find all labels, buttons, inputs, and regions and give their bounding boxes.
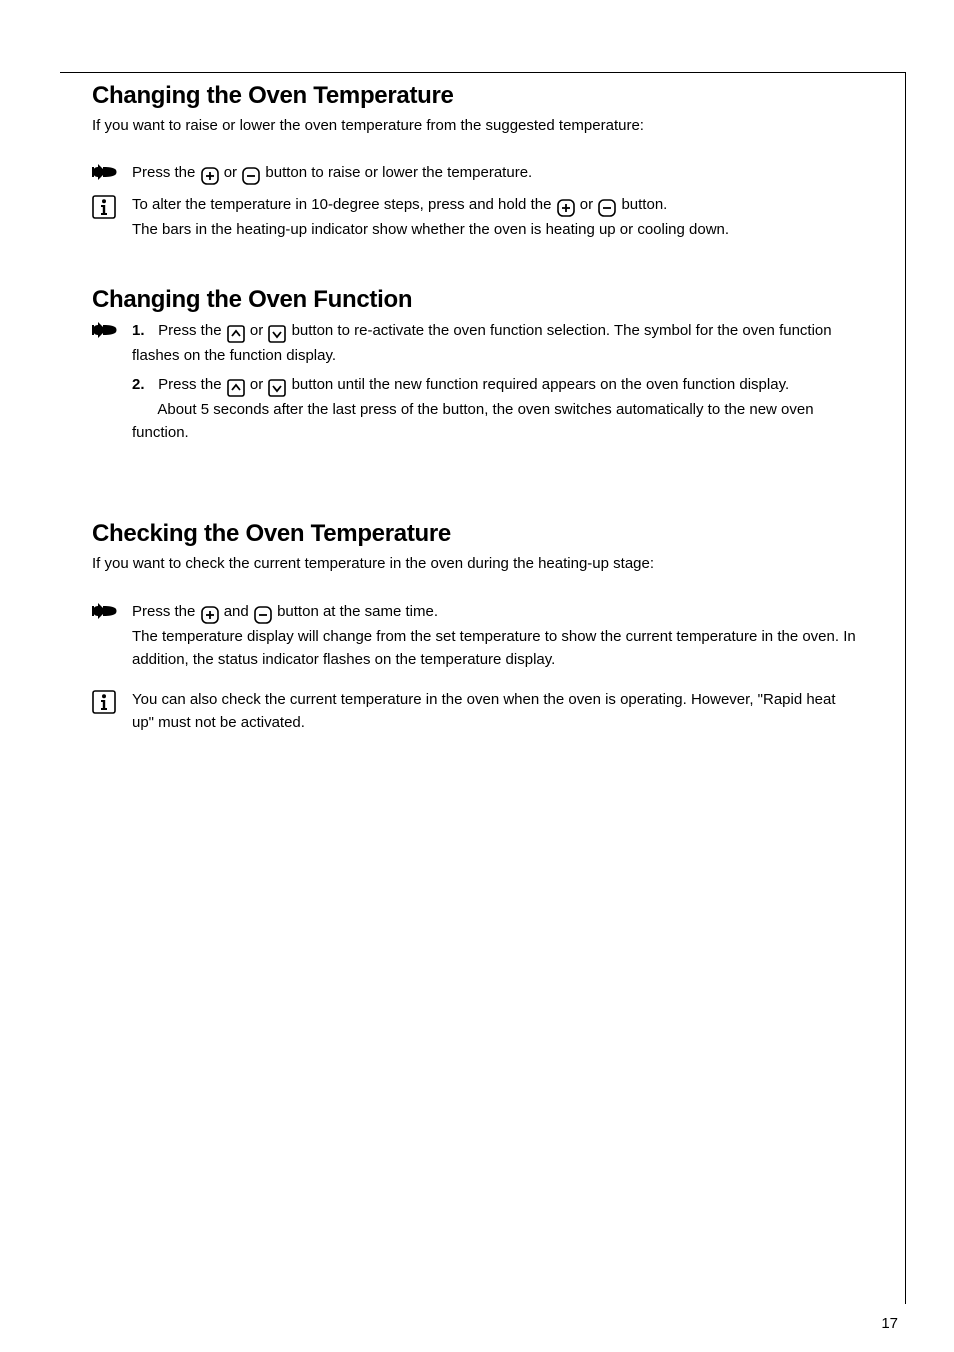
info-icon (92, 689, 132, 714)
text-part: or (250, 322, 268, 339)
text-part: or (224, 164, 242, 181)
hand-icon (92, 162, 132, 181)
minus-icon (254, 604, 272, 627)
step-change-temp-text: Press the or button to raise or lower th… (132, 162, 860, 188)
text-part: and (224, 603, 253, 620)
text-part: or (580, 196, 598, 213)
minus-icon (242, 165, 260, 188)
up-icon (227, 377, 245, 400)
info-change-temp: To alter the temperature in 10-degree st… (92, 194, 860, 242)
text-part: Press the (158, 376, 226, 393)
heading-change-temp: Changing the Oven Temperature (92, 82, 860, 110)
empty-bullet (92, 374, 132, 375)
hand-icon (92, 320, 132, 339)
text-part: The temperature display will change from… (132, 628, 856, 668)
down-icon (268, 377, 286, 400)
intro-check-temp: If you want to check the current tempera… (92, 554, 860, 574)
plus-icon (557, 197, 575, 220)
heading-check-temp: Checking the Oven Temperature (92, 520, 860, 548)
text-part: button at the same time. (277, 603, 438, 620)
plus-icon (201, 165, 219, 188)
step-number: 2. (132, 374, 154, 397)
step2-change-func: 2. Press the or button until the new fun… (92, 374, 860, 445)
info-icon (92, 194, 132, 219)
step-check-temp: Press the and button at the same time. T… (92, 601, 860, 672)
step-check-temp-text: Press the and button at the same time. T… (132, 601, 860, 672)
intro-change-temp: If you want to raise or lower the oven t… (92, 116, 860, 136)
text-part: About 5 seconds after the last press of … (132, 401, 814, 441)
up-icon (227, 323, 245, 346)
page-content: Changing the Oven Temperature If you wan… (64, 70, 890, 734)
minus-icon (598, 197, 616, 220)
step2-change-func-text: 2. Press the or button until the new fun… (132, 374, 860, 445)
info-check-temp-text: You can also check the current temperatu… (132, 689, 860, 734)
manual-page: Changing the Oven Temperature If you wan… (0, 0, 954, 1352)
text-part: The bars in the heating-up indicator sho… (132, 221, 729, 238)
text-part: or (250, 376, 268, 393)
text-part: button. (621, 196, 667, 213)
info-check-temp: You can also check the current temperatu… (92, 689, 860, 734)
text-part: Press the (132, 603, 200, 620)
text-part: button until the new function required a… (292, 376, 790, 393)
plus-icon (201, 604, 219, 627)
heading-change-func: Changing the Oven Function (92, 286, 860, 314)
text-part: button to raise or lower the temperature… (265, 164, 532, 181)
step-number: 1. (132, 320, 154, 343)
down-icon (268, 323, 286, 346)
info-change-temp-text: To alter the temperature in 10-degree st… (132, 194, 860, 242)
step1-change-func-text: 1. Press the or button to re-activate th… (132, 320, 860, 368)
page-number: 17 (881, 1315, 898, 1332)
step-change-temp: Press the or button to raise or lower th… (92, 162, 860, 188)
hand-icon (92, 601, 132, 620)
step1-change-func: 1. Press the or button to re-activate th… (92, 320, 860, 368)
text-part: Press the (132, 164, 200, 181)
text-part: Press the (158, 322, 226, 339)
text-part: To alter the temperature in 10-degree st… (132, 196, 556, 213)
